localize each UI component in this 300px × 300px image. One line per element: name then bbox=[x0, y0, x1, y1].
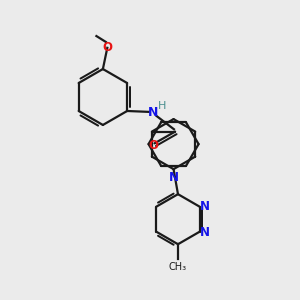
Text: O: O bbox=[102, 41, 112, 54]
Text: CH₃: CH₃ bbox=[168, 262, 186, 272]
Text: H: H bbox=[158, 101, 166, 111]
Text: N: N bbox=[169, 171, 179, 184]
Text: N: N bbox=[200, 226, 210, 239]
Text: N: N bbox=[148, 106, 158, 119]
Text: O: O bbox=[148, 139, 159, 152]
Text: N: N bbox=[200, 200, 210, 213]
